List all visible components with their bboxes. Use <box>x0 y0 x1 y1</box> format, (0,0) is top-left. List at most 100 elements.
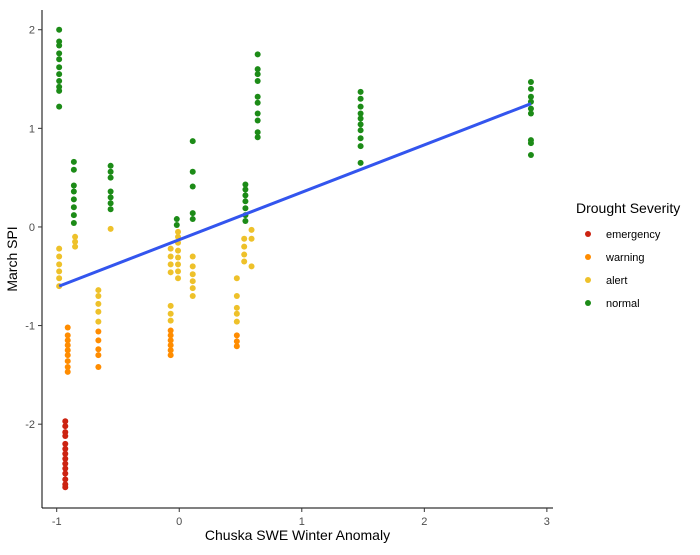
data-point-normal <box>70 182 77 189</box>
data-point-alert <box>167 261 174 268</box>
data-point-alert <box>175 228 182 235</box>
data-point-alert <box>241 258 248 265</box>
data-point-normal <box>527 93 534 100</box>
data-point-normal <box>254 93 261 100</box>
data-point-normal <box>254 71 261 78</box>
data-point-normal <box>242 186 249 193</box>
data-point-normal <box>70 220 77 227</box>
data-point-warning <box>95 352 102 359</box>
data-point-normal <box>107 200 114 207</box>
y-tick-label: -1 <box>25 321 35 333</box>
data-point-alert <box>175 268 182 275</box>
y-tick-label: -2 <box>25 419 35 431</box>
data-point-normal <box>357 115 364 122</box>
data-point-warning <box>95 328 102 335</box>
data-point-normal <box>56 26 63 33</box>
data-point-normal <box>242 181 249 188</box>
data-point-warning <box>95 346 102 353</box>
data-point-normal <box>254 99 261 106</box>
data-point-warning <box>64 342 71 349</box>
data-point-alert <box>241 251 248 258</box>
data-point-alert <box>241 235 248 242</box>
data-point-normal <box>357 110 364 117</box>
data-point-normal <box>357 88 364 95</box>
y-axis-label: March SPI <box>4 226 20 291</box>
data-point-emergency <box>62 440 69 447</box>
data-point-alert <box>175 275 182 282</box>
x-axis-ticks: -1 0 1 2 3 <box>52 508 550 528</box>
legend-key-alert <box>585 277 591 283</box>
data-point-normal <box>70 204 77 211</box>
data-point-alert <box>233 292 240 299</box>
data-point-normal <box>254 110 261 117</box>
legend-label-normal: normal <box>606 298 640 310</box>
data-point-normal <box>189 210 196 217</box>
data-point-normal <box>527 151 534 158</box>
data-point-alert <box>189 285 196 292</box>
data-point-warning <box>167 352 174 359</box>
data-point-warning <box>95 337 102 344</box>
data-point-alert <box>233 318 240 325</box>
data-point-emergency <box>62 450 69 457</box>
data-point-warning <box>64 324 71 331</box>
data-point-normal <box>107 188 114 195</box>
data-point-alert <box>72 233 79 240</box>
data-point-normal <box>70 166 77 173</box>
data-point-warning <box>167 332 174 339</box>
data-point-alert <box>248 263 255 270</box>
data-point-warning <box>64 358 71 365</box>
data-point-warning <box>64 337 71 344</box>
data-point-normal <box>357 103 364 110</box>
data-point-emergency <box>62 455 69 462</box>
data-point-normal <box>189 216 196 223</box>
data-point-normal <box>357 95 364 102</box>
data-point-normal <box>254 129 261 136</box>
data-point-alert <box>233 310 240 317</box>
data-point-warning <box>64 332 71 339</box>
legend-key-normal <box>585 300 591 306</box>
data-point-alert <box>95 318 102 325</box>
data-point-warning <box>64 368 71 375</box>
data-point-warning <box>167 347 174 354</box>
data-point-alert <box>248 226 255 233</box>
data-point-alert <box>175 254 182 261</box>
data-point-normal <box>56 64 63 71</box>
data-point-warning <box>233 338 240 345</box>
y-tick-label: 2 <box>29 25 35 37</box>
data-point-alert <box>167 302 174 309</box>
y-tick-label: 1 <box>29 123 35 135</box>
data-point-normal <box>242 205 249 212</box>
data-point-alert <box>189 253 196 260</box>
data-point-normal <box>254 51 261 58</box>
data-point-normal <box>189 183 196 190</box>
data-point-normal <box>107 168 114 175</box>
data-point-alert <box>189 292 196 299</box>
data-point-normal <box>56 78 63 85</box>
data-point-normal <box>254 117 261 124</box>
data-point-normal <box>357 143 364 150</box>
data-point-normal <box>107 162 114 169</box>
x-tick-label: 0 <box>176 516 182 528</box>
data-point-normal <box>70 196 77 203</box>
data-point-normal <box>107 206 114 213</box>
data-point-alert <box>95 308 102 315</box>
legend-label-warning: warning <box>605 252 645 264</box>
data-point-alert <box>95 292 102 299</box>
data-point-normal <box>357 159 364 166</box>
data-point-alert <box>72 243 79 250</box>
data-point-alert <box>95 300 102 307</box>
data-point-emergency <box>62 418 69 425</box>
data-point-alert <box>241 243 248 250</box>
data-point-emergency <box>62 465 69 472</box>
data-point-normal <box>189 138 196 145</box>
data-point-normal <box>527 110 534 117</box>
data-point-warning <box>95 363 102 370</box>
data-point-normal <box>254 78 261 85</box>
data-point-normal <box>242 218 249 225</box>
data-point-alert <box>175 261 182 268</box>
data-point-alert <box>233 304 240 311</box>
data-point-alert <box>95 287 102 294</box>
data-point-alert <box>189 263 196 270</box>
x-tick-label: 2 <box>421 516 427 528</box>
